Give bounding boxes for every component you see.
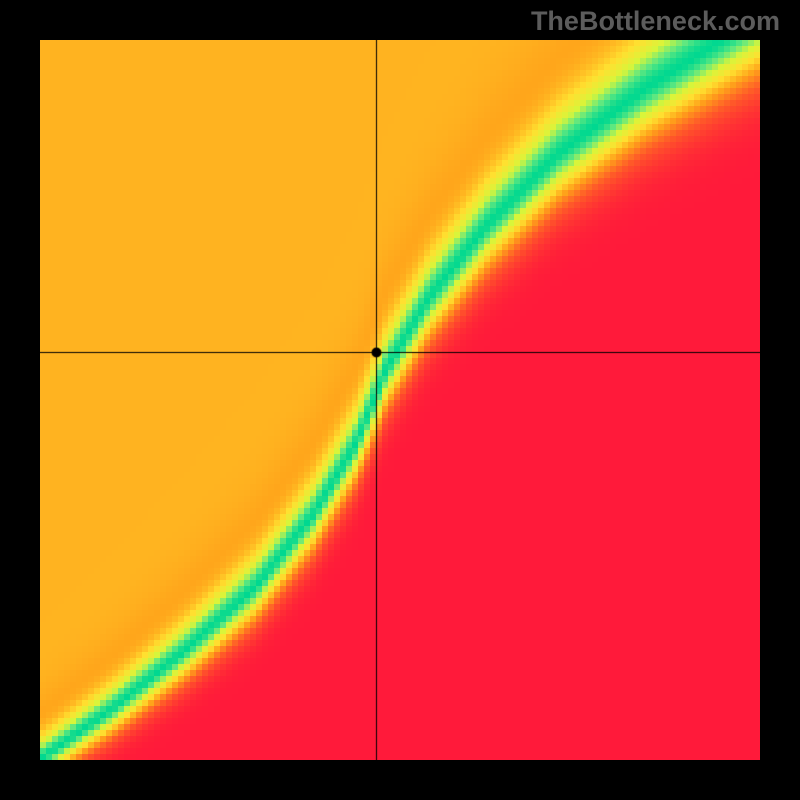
chart-container: { "watermark": { "text": "TheBottleneck.…: [0, 0, 800, 800]
watermark-text: TheBottleneck.com: [531, 6, 780, 37]
crosshair-overlay: [40, 40, 760, 760]
